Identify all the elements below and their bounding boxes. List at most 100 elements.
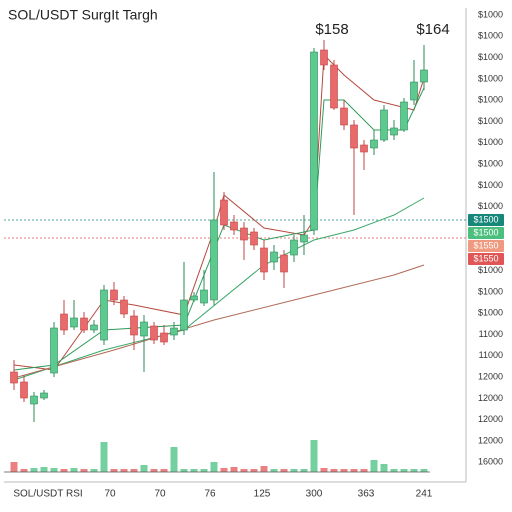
volume-bar xyxy=(310,440,318,472)
candle-body xyxy=(360,144,368,153)
x-axis-label: 363 xyxy=(358,489,375,500)
volume-bar xyxy=(240,469,248,472)
y-axis-label: $1000 xyxy=(478,137,503,147)
candle-body xyxy=(310,51,318,231)
volume-bar xyxy=(190,469,198,472)
candle-body xyxy=(80,317,88,331)
volume-bar xyxy=(280,469,288,472)
chart-title: SOL/USDT SurgIt Targh xyxy=(8,7,158,23)
candle-body xyxy=(20,381,28,399)
candle-body xyxy=(400,101,408,131)
volume-bar xyxy=(170,447,178,472)
volume-bar xyxy=(220,468,228,472)
annotation: $164 xyxy=(416,21,449,38)
price-tag xyxy=(468,227,504,239)
price-tag-label: $1550 xyxy=(473,253,498,263)
volume-bar xyxy=(150,469,158,472)
candle-body xyxy=(210,219,218,301)
y-axis-label: $1000 xyxy=(478,95,503,105)
volume-bar xyxy=(110,469,118,472)
candle-body xyxy=(50,327,58,374)
price-tag-label: $1550 xyxy=(473,240,498,250)
candle-body xyxy=(140,321,148,337)
y-axis-label: $1000 xyxy=(478,158,503,168)
volume-bar xyxy=(20,469,28,472)
y-axis-label: 11000 xyxy=(479,329,503,339)
candle-body xyxy=(110,289,118,301)
volume-bar xyxy=(370,460,378,472)
volume-bar xyxy=(400,469,408,472)
candle-body xyxy=(280,254,288,273)
candle-body xyxy=(390,127,398,136)
y-axis-label: $1000 xyxy=(478,116,503,126)
x-axis-label: 70 xyxy=(104,489,116,500)
volume-bar xyxy=(300,469,308,472)
volume-bar xyxy=(360,469,368,472)
volume-bar xyxy=(200,469,208,472)
candle-body xyxy=(170,327,178,336)
y-axis-label: 16000 xyxy=(478,457,503,467)
y-axis-label: $1000 xyxy=(478,73,503,83)
candle-body xyxy=(250,231,258,246)
candle-body xyxy=(270,251,278,263)
volume-bar xyxy=(390,469,398,472)
volume-bar xyxy=(210,462,218,472)
annotation: $158 xyxy=(315,21,348,38)
volume-bar xyxy=(270,469,278,472)
candle-body xyxy=(130,315,138,336)
candle-body xyxy=(320,49,328,66)
volume-bar xyxy=(60,469,68,472)
volume-bar xyxy=(80,469,88,472)
moving-average xyxy=(13,197,425,381)
candle-body xyxy=(240,227,248,241)
volume-bar xyxy=(10,462,18,472)
volume-bar xyxy=(140,465,148,472)
price-tag xyxy=(468,214,504,226)
volume-bar xyxy=(290,469,298,472)
x-axis-label: 76 xyxy=(204,489,216,500)
price-tag xyxy=(468,240,504,252)
y-axis-label: $1000 xyxy=(478,286,503,296)
volume-bar xyxy=(50,468,58,472)
volume-bar xyxy=(320,468,328,472)
volume-bar xyxy=(40,467,48,472)
volume-bar xyxy=(420,469,428,472)
volume-bar xyxy=(30,468,38,472)
y-axis-label: $1000 xyxy=(478,201,503,211)
volume-bar xyxy=(230,467,238,472)
price-tag-label: $1500 xyxy=(473,227,498,237)
candle-body xyxy=(190,295,198,301)
volume-bar xyxy=(330,469,338,472)
candle-body xyxy=(410,81,418,101)
volume-bar xyxy=(70,468,78,472)
y-axis-label: $1000 xyxy=(478,9,503,19)
candle-body xyxy=(300,234,308,243)
volume-bar xyxy=(410,469,418,472)
y-axis-label: 12000 xyxy=(478,393,503,403)
candle-body xyxy=(370,139,378,149)
candle-body xyxy=(420,69,428,83)
candle-body xyxy=(220,199,228,226)
candle-body xyxy=(380,109,388,141)
candle-body xyxy=(30,395,38,405)
candle-body xyxy=(60,313,68,331)
y-axis-label: 12000 xyxy=(478,414,503,424)
candle-body xyxy=(200,289,208,304)
volume-bar xyxy=(350,469,358,472)
y-axis-label: 12000 xyxy=(478,435,503,445)
x-axis-label: 125 xyxy=(254,489,271,500)
candle-body xyxy=(260,247,268,273)
candle-body xyxy=(160,332,168,343)
y-axis-label: $1000 xyxy=(478,308,503,318)
y-axis-label: 11000 xyxy=(479,350,503,360)
x-axis-label: 241 xyxy=(416,489,433,500)
volume-bar xyxy=(250,469,258,472)
candle-body xyxy=(70,317,78,328)
y-axis-label: $1000 xyxy=(478,52,503,62)
volume-bar xyxy=(340,469,348,472)
price-tag-label: $1500 xyxy=(473,214,498,224)
volume-bar xyxy=(260,466,268,472)
volume-bar xyxy=(130,469,138,472)
y-axis-label: $1000 xyxy=(478,265,503,275)
